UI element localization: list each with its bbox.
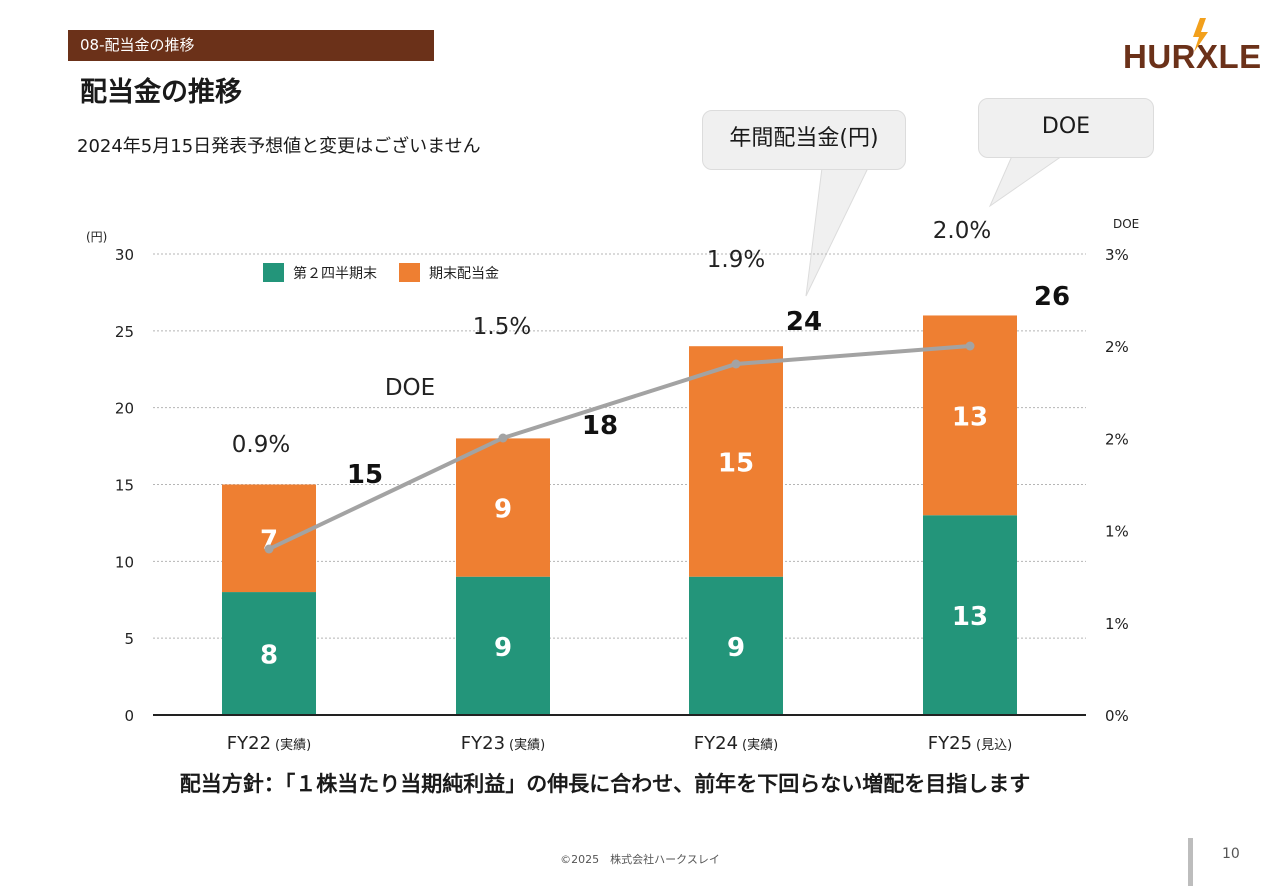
y-left-tick-label: 20 xyxy=(115,400,134,418)
bar-value-label: 9 xyxy=(494,495,512,525)
legend-swatch xyxy=(399,263,420,282)
y-right-axis-label: DOE xyxy=(1113,217,1139,231)
total-label: 24 xyxy=(786,307,822,337)
page-divider xyxy=(1188,838,1193,886)
legend-label: 第２四半期末 xyxy=(293,265,377,282)
doe-line xyxy=(268,344,971,551)
legend-label: 期末配当金 xyxy=(429,266,499,282)
doe-value-label: 1.9% xyxy=(707,247,765,273)
bar-q2 xyxy=(222,592,316,715)
doe-point xyxy=(498,433,508,443)
y-left-tick-label: 30 xyxy=(115,246,134,264)
doe-value-label: 0.9% xyxy=(232,432,290,458)
page-number: 10 xyxy=(1222,846,1240,862)
x-tick-label: FY23 (実績) xyxy=(461,733,545,754)
bar-q2 xyxy=(923,515,1017,715)
bar-yearend xyxy=(222,484,316,593)
y-right-tick-label: 2% xyxy=(1105,430,1129,448)
annual-dividend-callout: 年間配当金(円) xyxy=(702,110,906,170)
y-right-tick-label: 3% xyxy=(1105,246,1129,264)
doe-point xyxy=(965,341,975,351)
bar-value-label: 13 xyxy=(952,402,988,432)
y-left-tick-label: 5 xyxy=(124,630,134,648)
logo-text: HURXLEY xyxy=(1123,38,1260,75)
y-right-tick-label: 1% xyxy=(1105,615,1129,633)
company-logo: HURXLEY xyxy=(1123,18,1260,75)
page-subtitle: 2024年5月15日発表予想値と変更はございません xyxy=(77,136,481,157)
doe-callout: DOE xyxy=(978,98,1154,158)
bar-q2 xyxy=(689,576,783,715)
y-right-tick-label: 2% xyxy=(1105,338,1129,356)
section-tag: 08-配当金の推移 xyxy=(68,30,434,61)
y-left-tick-label: 10 xyxy=(115,553,134,571)
total-label: 18 xyxy=(582,411,618,441)
doe-point xyxy=(264,544,274,554)
doe-point xyxy=(731,359,741,369)
legend-swatch xyxy=(263,263,284,282)
logo-accent-mark xyxy=(1193,18,1208,52)
total-label: 26 xyxy=(1034,282,1070,312)
y-right-tick-label: 1% xyxy=(1105,523,1129,541)
bar-value-label: 13 xyxy=(952,602,988,632)
y-left-tick-label: 25 xyxy=(115,323,134,341)
bar-value-label: 8 xyxy=(260,641,278,671)
doe-line-label: DOE xyxy=(385,375,435,401)
x-tick-label: FY25 (見込) xyxy=(928,733,1012,754)
footer-copyright: ©2025 株式会社ハークスレイ xyxy=(560,853,720,866)
bar-value-label: 9 xyxy=(494,633,512,663)
y-right-tick-label: 0% xyxy=(1105,707,1129,725)
bar-yearend xyxy=(689,346,783,577)
bar-value-label: 15 xyxy=(718,448,754,478)
dividend-policy: 配当方針：「１株当たり当期純利益」の伸長に合わせ、前年を下回らない増配を目指しま… xyxy=(179,772,1031,796)
doe-value-label: 1.5% xyxy=(473,314,531,340)
y-left-tick-label: 0 xyxy=(124,707,134,725)
x-tick-label: FY22 (実績) xyxy=(227,733,311,754)
page-title: 配当金の推移 xyxy=(80,77,242,108)
y-left-axis-label: (円) xyxy=(86,230,107,244)
bar-q2 xyxy=(456,576,550,715)
bar-yearend xyxy=(456,438,550,577)
y-left-tick-label: 15 xyxy=(115,477,134,495)
doe-value-label: 2.0% xyxy=(933,218,991,244)
bar-value-label: 9 xyxy=(727,633,745,663)
x-tick-label: FY24 (実績) xyxy=(694,733,778,754)
total-label: 15 xyxy=(347,460,383,490)
